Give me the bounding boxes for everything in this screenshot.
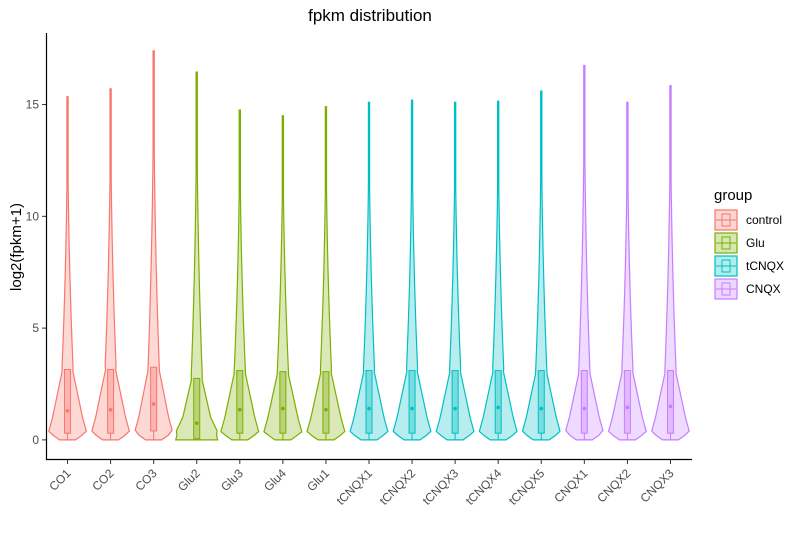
iqr-box [107,368,115,434]
violin-tCNQX3 [435,101,475,441]
x-tick-label: tCNQX5 [506,466,548,508]
x-tick-label: Glu2 [175,466,203,494]
violin-shape [48,96,88,441]
iqr-box [623,370,631,434]
x-tick-label: Glu3 [218,466,246,494]
violin-Glu1 [306,106,346,441]
x-tick-label: tCNQX1 [334,466,376,508]
violin-shape [392,99,432,441]
iqr-box [150,366,158,432]
violin-tCNQX2 [392,99,432,441]
legend-label: tCNQX [746,259,784,273]
y-tick-label: 0 [32,433,39,447]
y-tick-label: 5 [32,321,39,335]
x-axis: CO1 CO2 CO3 Glu2 Glu3 Glu4 Glu1 tCNQX1 tCNQX2 tCN… [46,460,677,508]
x-tick-label: CNQX3 [637,466,676,505]
x-tick-label: CO1 [46,466,74,494]
x-tick-label: tCNQX3 [420,466,462,508]
x-tick-label: CNQX1 [551,466,590,505]
x-tick-label: CNQX2 [594,466,633,505]
iqr-box [580,370,588,434]
violin-shape [349,101,389,441]
legend-item-glu: Glu [714,232,765,254]
median-point [367,406,371,411]
violin-shape [91,88,131,441]
legend-label: Glu [746,236,765,250]
median-point [453,406,457,411]
y-axis: 0 5 10 15 [26,98,46,447]
median-point [668,404,673,409]
median-point [496,405,501,410]
x-tick-label: Glu4 [261,466,289,494]
violin-shape [435,101,475,441]
iqr-box [236,370,244,434]
legend-item-control: control [714,209,782,231]
violin-shape [306,106,346,441]
violin-shape [478,100,518,441]
median-point [625,405,630,410]
plot-panel [48,50,690,441]
iqr-box [365,370,373,434]
iqr-box [64,368,72,434]
violin-shape [134,50,173,441]
median-point [194,421,199,425]
x-tick-label: tCNQX4 [463,466,505,508]
median-point [108,407,113,412]
violin-CO3 [134,50,173,441]
violin-CNQX2 [607,101,647,441]
median-point [582,406,587,411]
violin-shape [263,115,303,441]
legend-title: group [714,187,752,204]
x-tick-label: CO2 [89,466,117,494]
y-tick-label: 15 [26,98,40,112]
violin-tCNQX4 [478,100,518,441]
iqr-box [322,371,330,434]
iqr-box [279,371,287,434]
violin-tCNQX1 [349,101,389,441]
median-point [281,406,285,411]
violin-CO2 [91,88,131,441]
x-tick-label: Glu1 [304,466,332,494]
iqr-box [193,377,201,440]
median-point [65,409,70,413]
violin-shape [521,90,561,441]
violin-shape [174,71,219,441]
iqr-box [494,370,502,434]
median-point [238,407,242,412]
iqr-box [451,370,459,434]
y-tick-label: 10 [26,209,40,223]
median-point [151,402,156,406]
violin-Glu2 [174,71,219,441]
median-point [410,406,414,411]
violin-shape [607,101,647,441]
violin-Glu3 [220,109,260,441]
legend-label: CNQX [746,282,781,296]
iqr-box [666,370,674,434]
legend-item-tcnqx: tCNQX [714,255,784,277]
violin-CNQX1 [565,64,604,441]
violin-shape [565,64,604,441]
iqr-box [537,370,545,434]
violin-Glu4 [263,115,303,441]
violin-tCNQX5 [521,90,561,441]
legend-label: control [746,213,782,227]
violin-shape [220,109,260,441]
violin-shape [651,84,690,441]
legend: group control Glu tCNQX CNQX [714,187,784,300]
x-tick-label: CO3 [132,466,160,494]
chart-title: fpkm distribution [308,6,432,25]
y-axis-title: log2(fpkm+1) [8,203,25,291]
violin-CNQX3 [651,84,690,441]
violin-CO1 [48,96,88,441]
legend-item-cnqx: CNQX [714,278,781,300]
iqr-box [408,370,416,434]
x-tick-label: tCNQX2 [377,466,419,508]
median-point [539,406,544,411]
median-point [324,407,328,412]
